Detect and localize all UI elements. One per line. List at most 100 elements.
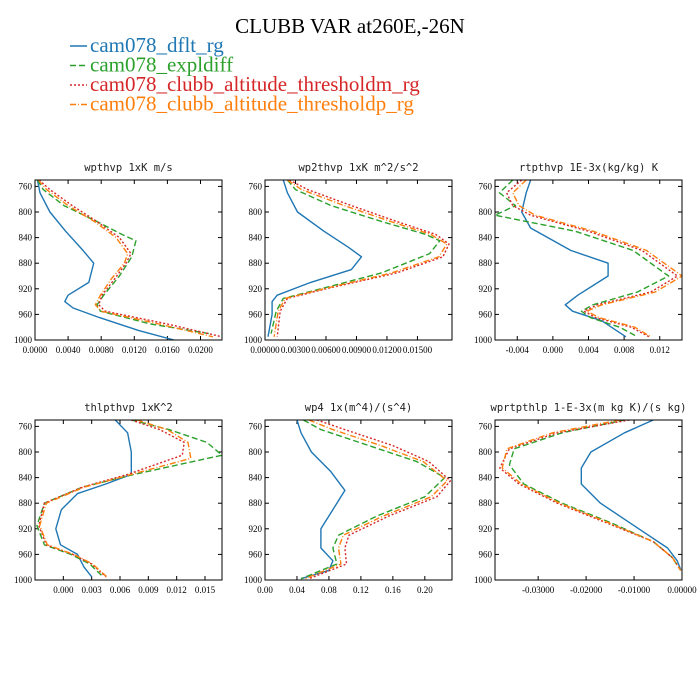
legend-entry: cam078_clubb_altitude_thresholdm_rg (70, 72, 420, 96)
series-line (276, 180, 450, 337)
x-tick-label: 0.20 (417, 585, 433, 595)
x-tick-label: 0.0080 (89, 345, 114, 355)
chart-panel: rtpthvp 1E-3x(kg/kg) K 760 800 840 880 920 960… (474, 162, 683, 355)
x-tick-label: 0.00000 (250, 345, 280, 355)
series-line (36, 180, 175, 340)
panel-title: rtpthvp 1E-3x(kg/kg) K (519, 162, 659, 174)
y-tick-label: 920 (249, 524, 263, 534)
y-tick-label: 960 (19, 309, 33, 319)
y-tick-label: 800 (19, 207, 33, 217)
x-tick-label: 0.0200 (188, 345, 213, 355)
chart-panel: wp4 1x(m^4)/(s^4)76080084088092096010000… (244, 402, 453, 595)
legend-label: cam078_clubb_altitude_thresholdm_rg (90, 72, 420, 96)
chart-panels: wpthvp 1xK m/s76080084088092096010000.00… (14, 162, 697, 595)
y-tick-label: 800 (479, 447, 493, 457)
series-line (505, 180, 679, 338)
series-group (499, 420, 682, 571)
x-tick-label: 0.0160 (155, 345, 180, 355)
y-tick-label: 800 (19, 447, 33, 457)
series-line (499, 420, 682, 571)
x-tick-label: 0.00000 (667, 585, 697, 595)
y-tick-label: 840 (249, 473, 263, 483)
x-tick-label: -0.02000 (570, 585, 603, 595)
legend-entry: cam078_dflt_rg (70, 33, 224, 57)
x-tick-label: 0.04 (289, 585, 305, 595)
x-tick-label: 0.009 (138, 585, 159, 595)
panel-title: wpthvp 1xK m/s (84, 162, 173, 174)
series-group (36, 420, 222, 578)
panel-title: wp2thvp 1xK m^2/s^2 (298, 162, 418, 174)
y-tick-label: 920 (479, 524, 493, 534)
y-tick-label: 760 (249, 181, 263, 191)
x-tick-label: -0.03000 (522, 585, 555, 595)
y-tick-label: 760 (249, 421, 263, 431)
x-tick-label: -0.01000 (618, 585, 651, 595)
panel-frame (494, 179, 683, 341)
y-tick-label: 800 (479, 207, 493, 217)
series-line (501, 420, 682, 571)
x-tick-label: 0.00 (257, 585, 273, 595)
y-tick-label: 1000 (474, 335, 493, 345)
y-tick-label: 880 (249, 498, 263, 508)
figure-title: CLUBB VAR at260E,-26N (235, 14, 465, 38)
y-tick-label: 880 (19, 498, 33, 508)
x-tick-label: 0.000 (543, 345, 564, 355)
y-tick-label: 1000 (14, 335, 33, 345)
x-tick-label: 0.003 (82, 585, 103, 595)
chart-panel: wp2thvp 1xK m^2/s^2 760 800 840 880 920 960 100… (244, 162, 453, 355)
legend-entry: cam078_clubb_altitude_thresholdp_rg (70, 92, 414, 116)
x-tick-label: 0.01500 (403, 345, 433, 355)
y-tick-label: 960 (479, 309, 493, 319)
panel-frame (34, 419, 223, 581)
legend-entry: cam078_expldiff (70, 53, 233, 77)
x-tick-label: 0.012 (167, 585, 187, 595)
series-group (296, 420, 452, 580)
chart-panel: wprtpthlp 1-E-3x(m kg K)/(s kg) 760 800 840… (474, 402, 697, 595)
y-tick-label: 760 (479, 421, 493, 431)
series-line (37, 180, 214, 338)
y-tick-label: 1000 (244, 575, 263, 585)
panel-frame (264, 419, 453, 581)
y-tick-label: 920 (479, 284, 493, 294)
panel-frame (494, 419, 683, 581)
y-tick-label: 920 (19, 524, 33, 534)
series-line (273, 180, 448, 337)
y-tick-label: 760 (479, 181, 493, 191)
y-tick-label: 760 (19, 421, 33, 431)
y-tick-label: 920 (249, 284, 263, 294)
y-tick-label: 840 (479, 233, 493, 243)
y-tick-label: 840 (479, 473, 493, 483)
series-line (508, 420, 682, 571)
x-tick-label: 0.015 (195, 585, 216, 595)
y-tick-label: 800 (249, 447, 263, 457)
legend-label: cam078_clubb_altitude_thresholdp_rg (90, 92, 414, 116)
x-tick-label: 0.08 (321, 585, 337, 595)
y-tick-label: 880 (19, 258, 33, 268)
panel-frame (34, 179, 223, 341)
x-tick-label: 0.12 (353, 585, 369, 595)
series-line (308, 420, 452, 580)
series-line (39, 420, 192, 578)
panel-frame (264, 179, 453, 341)
legend-label: cam078_expldiff (90, 53, 233, 77)
y-tick-label: 960 (479, 549, 493, 559)
series-line (270, 180, 441, 334)
y-tick-label: 1000 (244, 335, 263, 345)
panel-title: thlpthvp 1xK^2 (84, 402, 173, 414)
x-tick-label: 0.01200 (372, 345, 402, 355)
chart-panel: wpthvp 1xK m/s76080084088092096010000.00… (14, 162, 223, 355)
x-tick-label: 0.00600 (311, 345, 341, 355)
x-tick-label: 0.0000 (23, 345, 48, 355)
x-tick-label: 0.008 (614, 345, 635, 355)
x-tick-label: 0.00900 (342, 345, 372, 355)
series-line (495, 180, 670, 338)
series-line (580, 420, 682, 571)
series-line (38, 420, 185, 578)
x-tick-label: 0.00300 (281, 345, 311, 355)
x-tick-label: 0.16 (385, 585, 401, 595)
x-tick-label: 0.0120 (122, 345, 147, 355)
x-tick-label: 0.004 (578, 345, 599, 355)
x-tick-label: 0.012 (650, 345, 670, 355)
series-group (267, 180, 450, 337)
